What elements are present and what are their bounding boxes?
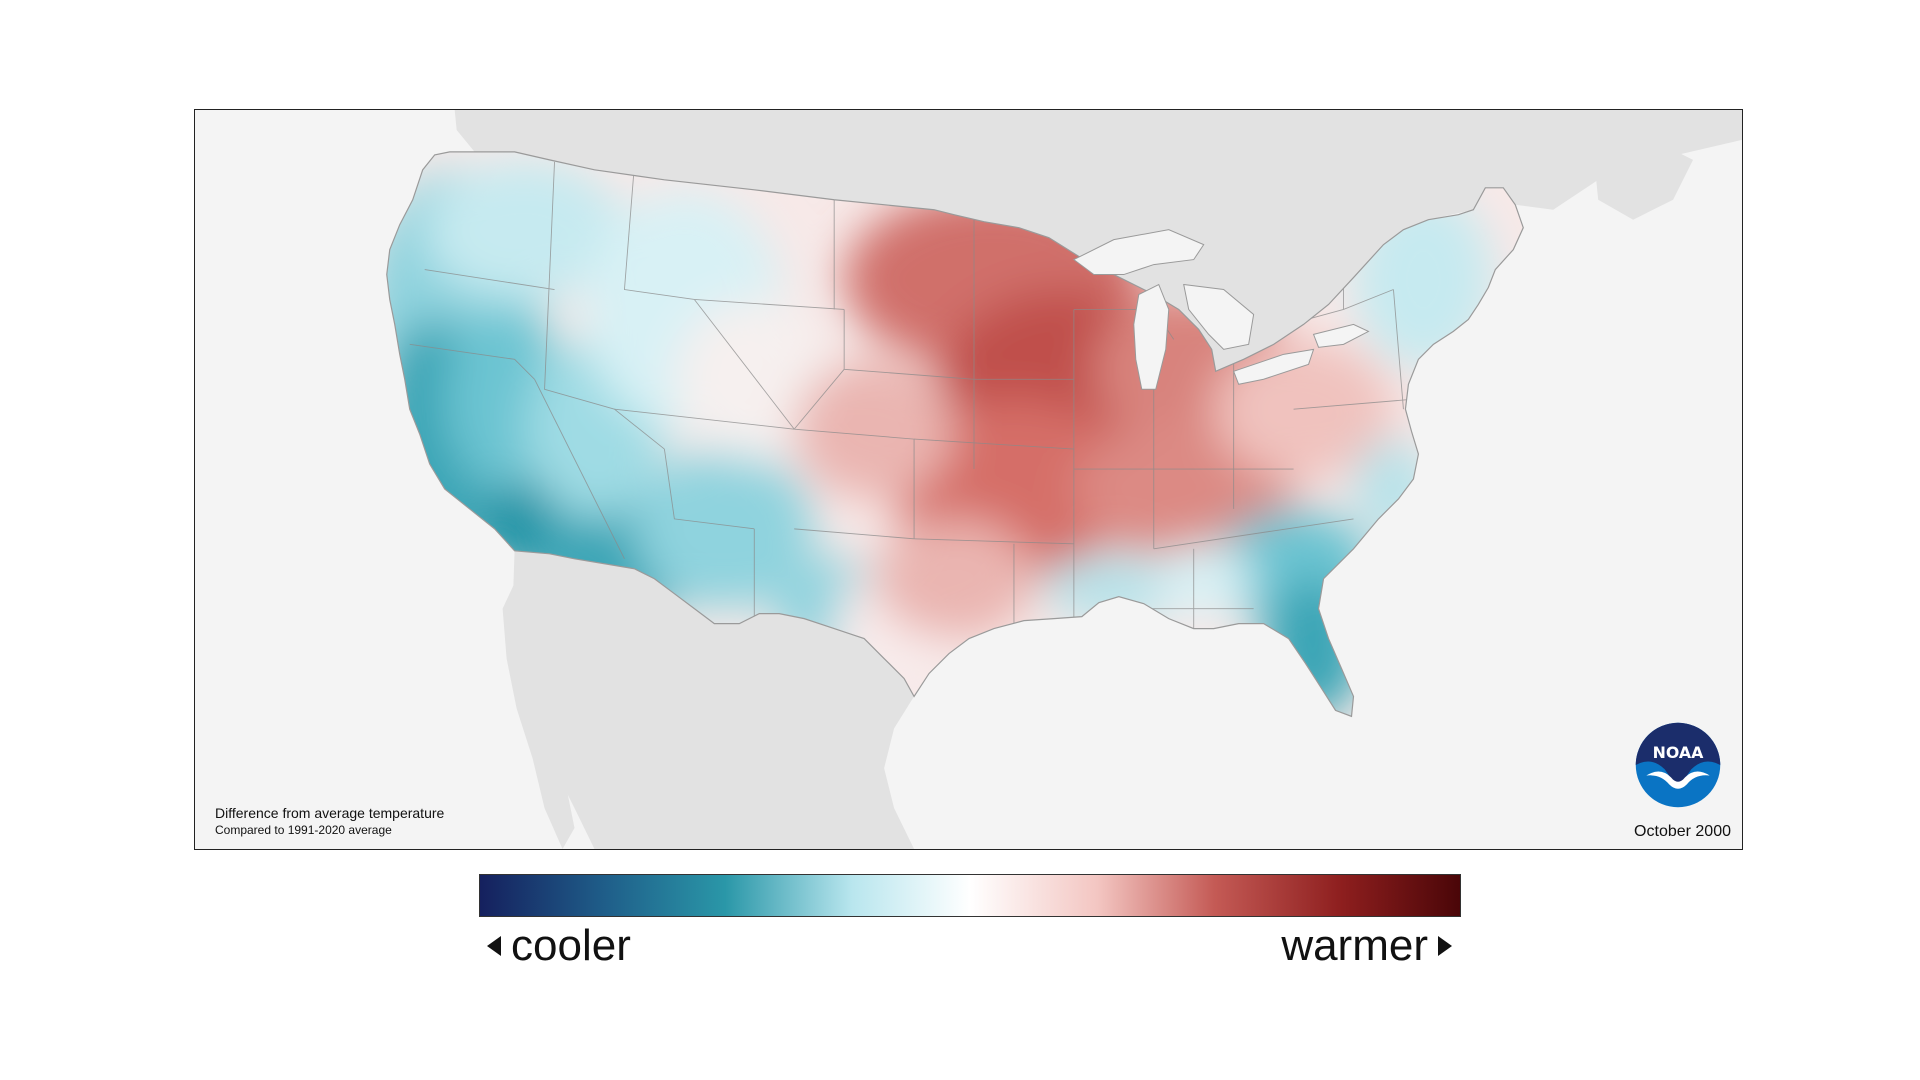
- legend-warmer-text: warmer: [1281, 921, 1428, 970]
- surrounding-land: [454, 110, 1742, 849]
- mexico-land: [512, 550, 915, 849]
- lake-michigan: [1133, 283, 1170, 390]
- map-caption-subtitle: Compared to 1991-2020 average: [215, 823, 392, 837]
- temperature-map: NOAA Difference from average temperature…: [194, 109, 1743, 850]
- canada-land: [454, 110, 1742, 372]
- great-lakes: [1072, 229, 1370, 390]
- canada-island: [1593, 139, 1694, 220]
- legend-warmer: warmer: [1281, 916, 1452, 976]
- legend-cooler: cooler: [487, 916, 631, 976]
- lake-ontario: [1312, 323, 1370, 348]
- map-canvas: [386, 110, 1742, 849]
- legend-cooler-text: cooler: [511, 921, 631, 970]
- arrow-right-icon: [1438, 936, 1452, 956]
- lake-erie: [1233, 348, 1315, 385]
- map-caption-title: Difference from average temperature: [215, 805, 445, 821]
- lake-superior: [1072, 229, 1205, 276]
- state-borders: [409, 161, 1414, 629]
- lake-huron: [1183, 283, 1255, 350]
- arrow-left-icon: [487, 936, 501, 956]
- color-legend-bar: [479, 874, 1461, 917]
- map-date: October 2000: [1634, 823, 1731, 840]
- baja-land: [502, 578, 575, 849]
- noaa-logo-text: NOAA: [1653, 743, 1705, 762]
- noaa-logo: NOAA: [1635, 722, 1721, 808]
